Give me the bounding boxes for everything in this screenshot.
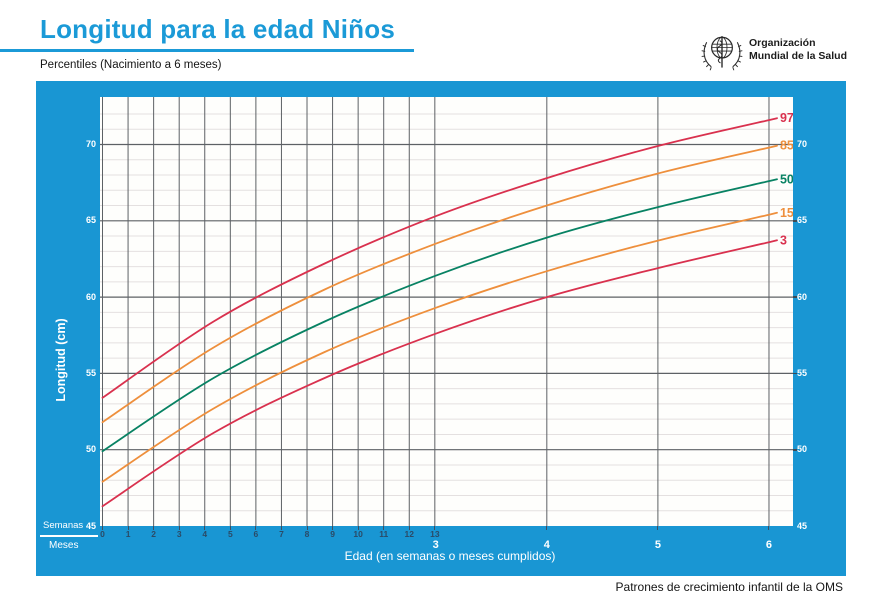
week-tick-7: 7	[279, 529, 284, 539]
who-logo: Organización Mundial de la Salud	[699, 31, 869, 75]
chart-panel: 97 85 50 15 3 Semanas Meses Edad (en semanas…	[36, 81, 846, 576]
y-tick-left-65: 65	[85, 215, 96, 226]
week-tickmark-2	[153, 526, 155, 530]
week-tick-3: 3	[176, 529, 182, 539]
week-tickmark-4	[204, 526, 206, 530]
week-tickmark-11	[383, 526, 385, 530]
percentile-label-15: 15	[780, 206, 793, 220]
month-tickmark-4	[546, 526, 548, 530]
week-tick-13: 13	[430, 529, 440, 539]
week-tick-12: 12	[404, 529, 414, 539]
y-tickmark-right-55	[793, 372, 797, 375]
week-tick-9: 9	[330, 529, 335, 539]
week-tickmark-8	[306, 526, 308, 530]
month-tickmark-5	[657, 526, 659, 530]
y-tick-right-70: 70	[797, 139, 808, 149]
percentile-curve-97	[101, 117, 778, 399]
week-tick-10: 10	[353, 529, 363, 539]
week-tickmark-6	[255, 526, 257, 530]
week-tick-4: 4	[202, 529, 208, 539]
month-tick-3: 3	[432, 539, 439, 551]
week-tickmark-0	[102, 526, 103, 530]
week-tickmark-12	[408, 526, 410, 530]
y-tick-left-70: 70	[85, 139, 96, 149]
y-tick-right-60: 60	[797, 291, 808, 302]
weeks-axis-row-label: Semanas	[43, 520, 84, 531]
y-tickmark-right-50	[793, 449, 797, 451]
week-tickmark-7	[280, 526, 282, 530]
percentile-curve-15	[101, 211, 778, 483]
y-tick-left-60: 60	[85, 291, 96, 302]
week-tick-11: 11	[379, 529, 389, 539]
month-tick-5: 5	[654, 539, 661, 551]
y-tickmark-right-65	[793, 220, 797, 222]
week-tickmark-9	[332, 526, 334, 530]
y-tick-right-45: 45	[797, 520, 808, 531]
y-axis-title: Longitud (cm)	[54, 318, 68, 402]
y-tick-left-50: 50	[85, 444, 96, 455]
y-tick-left-55: 55	[85, 367, 96, 378]
footer-attribution: Patrones de crecimiento infantil de la O…	[615, 580, 843, 594]
week-tick-5: 5	[227, 529, 233, 539]
chart-subtitle: Percentiles (Nacimiento a 6 meses)	[40, 59, 222, 71]
months-axis-row-label: Meses	[49, 540, 79, 551]
percentile-curve-50	[101, 178, 778, 453]
week-tickmark-3	[178, 526, 180, 530]
week-tickmark-13	[434, 526, 436, 530]
plot-area: 97 85 50 15 3	[100, 97, 793, 526]
week-tickmark-10	[357, 526, 359, 530]
y-tick-right-65: 65	[797, 215, 808, 226]
percentile-curve-3	[101, 239, 778, 508]
title-underline-rule	[0, 49, 414, 52]
who-logo-line2: Mundial de la Salud	[749, 50, 848, 62]
x-axis-title: Edad (en semanas o meses cumplidos)	[344, 549, 556, 563]
who-emblem-icon	[701, 36, 743, 71]
month-tick-6: 6	[765, 539, 773, 551]
percentile-label-3: 3	[780, 233, 787, 247]
week-tick-8: 8	[304, 529, 310, 539]
weeks-months-divider-rule	[40, 535, 98, 537]
month-tick-4: 4	[543, 539, 550, 551]
percentile-curve-85	[101, 144, 778, 424]
week-tick-1: 1	[125, 529, 131, 539]
percentile-label-85: 85	[780, 139, 793, 153]
week-tickmark-1	[127, 526, 129, 530]
who-logo-line1: Organización	[749, 37, 816, 49]
week-tick-0: 0	[100, 529, 105, 539]
percentile-label-50: 50	[780, 172, 793, 186]
y-tickmark-right-60	[793, 296, 797, 298]
y-tick-right-55: 55	[797, 367, 808, 378]
week-tickmark-5	[229, 526, 231, 530]
week-tick-2: 2	[151, 529, 156, 539]
page-title: Longitud para la edad Niños	[40, 14, 395, 44]
percentile-label-97: 97	[780, 111, 793, 125]
who-logo-text: Organización Mundial de la Salud	[749, 37, 847, 63]
month-tickmark-6	[768, 526, 770, 530]
week-tick-6: 6	[253, 529, 259, 539]
percentile-chart-svg: 97 85 50 15 3	[100, 97, 793, 526]
y-tick-right-50: 50	[797, 444, 808, 455]
y-tick-left-45: 45	[85, 520, 96, 531]
